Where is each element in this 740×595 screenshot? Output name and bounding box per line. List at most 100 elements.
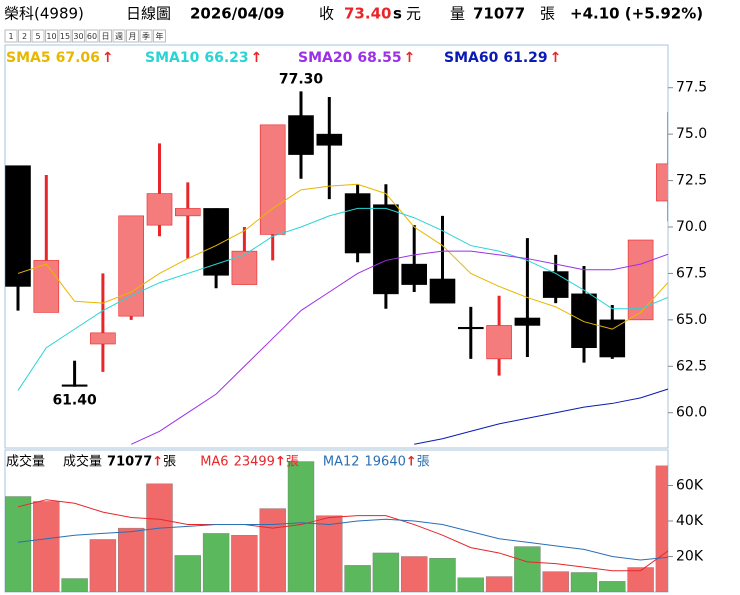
stock-name: 榮科(4989) xyxy=(4,5,84,23)
legend-arrow: ↑ xyxy=(404,50,416,66)
period-button[interactable] xyxy=(45,29,58,43)
period-label: 2 xyxy=(22,32,27,41)
y-tick-label: 67.5 xyxy=(676,265,707,281)
volume-legend-value: 71077 xyxy=(107,455,152,470)
close-price: 73.40 xyxy=(344,5,391,23)
ma-line xyxy=(17,499,668,572)
period-button[interactable] xyxy=(153,29,166,43)
candle-body xyxy=(33,260,60,313)
volume-bar xyxy=(542,571,569,592)
candle-body xyxy=(316,133,343,146)
legend-name: SMA5 xyxy=(6,50,51,66)
candle-body xyxy=(373,204,399,295)
period-button[interactable] xyxy=(18,29,31,43)
legend-name: MA6 xyxy=(200,455,228,470)
period: 日線圖 xyxy=(126,5,171,23)
period-button[interactable] xyxy=(139,29,153,43)
volume-legend-unit: 張 xyxy=(163,455,176,470)
plot xyxy=(5,461,668,592)
candle-body xyxy=(627,239,654,321)
volume-bar xyxy=(33,501,60,592)
period-button[interactable] xyxy=(126,29,139,43)
volume-bar xyxy=(457,577,484,592)
period-button[interactable] xyxy=(58,29,72,43)
period-button[interactable] xyxy=(85,29,99,43)
legend-name: SMA20 xyxy=(298,50,353,66)
ma-line xyxy=(130,250,668,445)
volume-title: 成交量 xyxy=(6,454,45,470)
candle-body xyxy=(118,215,144,317)
volume-bar xyxy=(5,496,32,592)
volume-bar xyxy=(627,567,654,592)
price-panel xyxy=(4,44,669,449)
candle-body xyxy=(542,271,569,298)
period-label: 週 xyxy=(115,32,123,41)
y-tick-label: 70.0 xyxy=(676,219,707,235)
y-tick-label: 75.0 xyxy=(676,126,707,142)
candle-body xyxy=(90,332,116,345)
close-label: 收 xyxy=(319,5,334,23)
period-label: 60 xyxy=(87,32,97,41)
candle-body xyxy=(5,165,31,287)
legend-unit: 張 xyxy=(286,455,299,470)
period-button[interactable] xyxy=(99,29,112,43)
y-tick-label: 62.5 xyxy=(676,358,707,374)
volume-label: 量 xyxy=(450,5,465,23)
volume-bar xyxy=(485,576,513,592)
period-label: 1 xyxy=(8,32,13,41)
candle-body xyxy=(486,325,512,360)
candle-body xyxy=(288,115,314,155)
candle-body xyxy=(429,278,456,304)
ma-line xyxy=(17,183,668,330)
period-button[interactable] xyxy=(4,29,18,43)
volume-legend-label: 成交量 xyxy=(63,454,102,470)
period-label: 日 xyxy=(102,32,110,41)
legend-arrow: ↑ xyxy=(275,455,286,470)
legend-name: SMA10 xyxy=(145,50,200,66)
candle-body xyxy=(203,208,229,276)
period-button[interactable] xyxy=(31,29,45,43)
annotation: 61.40 xyxy=(52,393,97,409)
period-label: 10 xyxy=(46,32,56,41)
legend-value: 61.29 xyxy=(503,50,547,66)
legend-value: 23499 xyxy=(234,455,275,470)
period-label: 5 xyxy=(35,32,40,41)
volume-bar xyxy=(514,546,541,592)
close-unit: 元 xyxy=(406,5,421,23)
candle-body xyxy=(175,208,201,217)
y-tick-label: 60K xyxy=(676,478,704,494)
period-label: 月 xyxy=(129,32,137,41)
ma-line xyxy=(17,518,668,561)
legend-name: MA12 xyxy=(323,455,360,470)
period-button[interactable] xyxy=(112,29,126,43)
volume-bar xyxy=(202,533,230,592)
volume-bar xyxy=(401,556,428,592)
volume-unit: 張 xyxy=(540,5,555,23)
volume-bar xyxy=(344,565,371,592)
legend-arrow: ↑ xyxy=(102,50,114,66)
legend-unit: 張 xyxy=(417,455,430,470)
y-tick-label: 65.0 xyxy=(676,312,707,328)
ma-line xyxy=(17,207,668,391)
candle-body xyxy=(344,193,371,254)
legend-arrow: ↑ xyxy=(251,50,263,66)
candle-body xyxy=(146,193,173,226)
candle-body xyxy=(61,384,88,387)
candle-body xyxy=(259,124,286,235)
volume-bar xyxy=(655,465,668,592)
legend-value: 68.55 xyxy=(357,50,401,66)
candle-body xyxy=(231,250,258,285)
volume-bar xyxy=(146,483,173,592)
candle-body xyxy=(457,326,484,330)
volume-bar xyxy=(316,515,343,592)
volume-bar xyxy=(89,539,117,592)
legend-value: 67.06 xyxy=(56,50,100,66)
legend-value: 66.23 xyxy=(204,50,248,66)
close-unit-s: s xyxy=(393,5,402,23)
period-button[interactable] xyxy=(72,29,85,43)
period-label: 年 xyxy=(156,31,164,41)
candle-body xyxy=(599,319,626,358)
volume-bar xyxy=(61,578,88,592)
change: +4.10 (+5.92%) xyxy=(570,5,703,23)
